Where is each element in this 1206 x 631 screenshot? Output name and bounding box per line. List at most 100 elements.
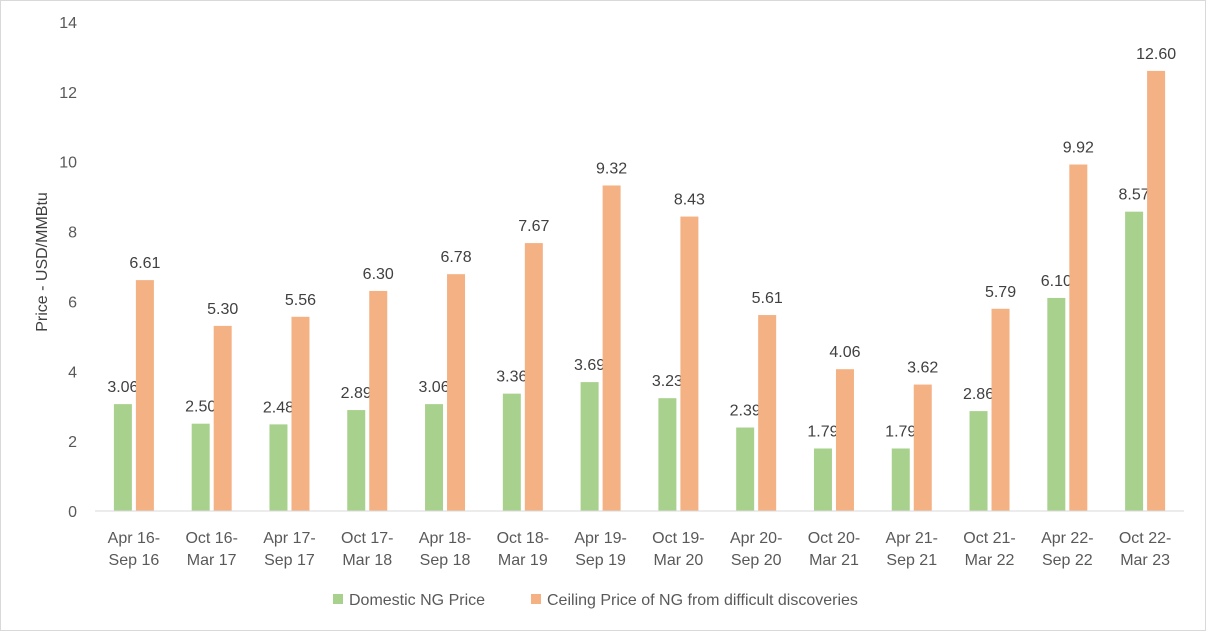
- bar-domestic-ng-price: [736, 427, 755, 511]
- data-label-ceiling: 7.67: [518, 218, 549, 235]
- bar-ceiling-price: [524, 243, 543, 512]
- bar-domestic-ng-price: [969, 411, 988, 511]
- y-tick-label: 4: [68, 364, 77, 381]
- data-label-domestic: 1.79: [807, 423, 838, 440]
- data-label-domestic: 2.39: [730, 403, 761, 420]
- x-tick-line: Mar 19: [498, 552, 548, 569]
- x-tick-label: Apr 21- Sep 21: [886, 530, 938, 569]
- data-label-domestic: 3.69: [574, 357, 605, 374]
- data-label-ceiling: 9.92: [1063, 140, 1094, 157]
- x-tick-line: Sep 20: [731, 552, 782, 569]
- data-label-ceiling: 5.79: [985, 284, 1016, 301]
- data-label-domestic: 2.48: [263, 399, 294, 416]
- x-tick-line: Sep 22: [1042, 552, 1093, 569]
- legend-swatch-domestic: [333, 594, 343, 604]
- x-tick-line: Oct 18-: [497, 530, 549, 547]
- x-tick-line: Oct 17-: [341, 530, 393, 547]
- data-label-domestic: 2.89: [341, 385, 372, 402]
- bar-ceiling-price: [369, 290, 388, 511]
- x-tick-line: Oct 19-: [652, 530, 704, 547]
- data-label-domestic: 2.50: [185, 399, 216, 416]
- data-label-domestic: 3.23: [652, 373, 683, 390]
- bar-ceiling-price: [135, 280, 154, 511]
- data-label-ceiling: 5.56: [285, 292, 316, 309]
- bar-domestic-ng-price: [425, 404, 444, 511]
- x-tick-line: Apr 21-: [886, 530, 938, 547]
- data-label-ceiling: 3.62: [907, 360, 938, 377]
- x-tick-line: Sep 21: [886, 552, 937, 569]
- x-tick-label: Apr 17- Sep 17: [263, 530, 315, 569]
- x-tick-line: Apr 16-: [108, 530, 160, 547]
- x-tick-label: Oct 20- Mar 21: [808, 530, 860, 569]
- x-tick-line: Apr 22-: [1041, 530, 1093, 547]
- x-tick-line: Apr 20-: [730, 530, 782, 547]
- x-tick-label: Oct 17- Mar 18: [341, 530, 393, 569]
- bar-ceiling-price: [1069, 164, 1088, 511]
- x-tick-line: Apr 18-: [419, 530, 471, 547]
- y-tick-label: 10: [59, 155, 77, 172]
- x-tick-line: Oct 22-: [1119, 530, 1171, 547]
- x-tick-line: Oct 20-: [808, 530, 860, 547]
- data-label-ceiling: 5.30: [207, 301, 238, 318]
- y-tick-label: 14: [59, 15, 77, 32]
- data-label-domestic: 3.36: [496, 369, 527, 386]
- x-tick-label: Oct 16- Mar 17: [185, 530, 237, 569]
- bar-ceiling-price: [758, 315, 777, 511]
- legend: Domestic NG Price Ceiling Price of NG fr…: [333, 592, 858, 609]
- data-label-domestic: 1.79: [885, 423, 916, 440]
- bar-ceiling-price: [213, 325, 232, 511]
- x-tick-line: Mar 18: [342, 552, 392, 569]
- data-label-ceiling: 6.61: [129, 255, 160, 272]
- x-tick-label: Apr 20- Sep 20: [730, 530, 782, 569]
- y-tick-label: 2: [68, 434, 77, 451]
- x-tick-label: Apr 19- Sep 19: [574, 530, 626, 569]
- x-tick-line: Mar 21: [809, 552, 859, 569]
- x-tick-line: Mar 23: [1120, 552, 1170, 569]
- data-label-domestic: 8.57: [1119, 187, 1150, 204]
- bar-domestic-ng-price: [347, 410, 366, 511]
- data-label-domestic: 6.10: [1041, 273, 1072, 290]
- data-label-domestic: 2.86: [963, 386, 994, 403]
- bar-domestic-ng-price: [191, 423, 210, 511]
- bar-ceiling-price: [835, 369, 854, 511]
- x-tick-label: Apr 16- Sep 16: [108, 530, 160, 569]
- x-tick-label: Oct 21- Mar 22: [963, 530, 1015, 569]
- bar-ceiling-price: [913, 384, 932, 511]
- legend-label-ceiling: Ceiling Price of NG from difficult disco…: [547, 592, 858, 609]
- x-tick-line: Oct 16-: [185, 530, 237, 547]
- data-label-ceiling: 6.78: [440, 249, 471, 266]
- legend-swatch-ceiling: [531, 594, 541, 604]
- data-label-ceiling: 5.61: [752, 290, 783, 307]
- y-tick-label: 12: [59, 85, 77, 102]
- bar-domestic-ng-price: [113, 404, 132, 511]
- bars-layer: 3.06 6.61 2.50 5.30 2.48 5.56 2.89 6.30 3.06 6.78…: [107, 46, 1176, 512]
- x-tick-label: Oct 18- Mar 19: [497, 530, 549, 569]
- y-tick-label: 6: [68, 294, 77, 311]
- data-label-domestic: 3.06: [107, 379, 138, 396]
- x-tick-label: Oct 19- Mar 20: [652, 530, 704, 569]
- bar-domestic-ng-price: [891, 448, 910, 511]
- bar-domestic-ng-price: [1125, 211, 1144, 511]
- bar-domestic-ng-price: [813, 448, 832, 511]
- data-label-ceiling: 12.60: [1136, 46, 1176, 63]
- y-tick-label: 0: [68, 504, 77, 521]
- y-axis-title: Price - USD/MMBtu: [34, 192, 51, 332]
- data-label-domestic: 3.06: [418, 379, 449, 396]
- bar-domestic-ng-price: [580, 382, 599, 511]
- x-tick-line: Mar 20: [653, 552, 703, 569]
- x-tick-label: Oct 22- Mar 23: [1119, 530, 1171, 569]
- y-tick-label: 8: [68, 225, 77, 242]
- bar-ceiling-price: [1147, 70, 1166, 512]
- bar-ceiling-price: [680, 216, 699, 512]
- data-label-ceiling: 4.06: [829, 344, 860, 361]
- x-tick-label: Apr 22- Sep 22: [1041, 530, 1093, 569]
- bar-domestic-ng-price: [1047, 297, 1066, 511]
- bar-domestic-ng-price: [658, 398, 677, 511]
- x-tick-line: Sep 19: [575, 552, 626, 569]
- x-tick-line: Mar 22: [965, 552, 1015, 569]
- x-tick-line: Oct 21-: [963, 530, 1015, 547]
- legend-label-domestic: Domestic NG Price: [349, 592, 485, 609]
- bar-ceiling-price: [447, 274, 466, 511]
- x-tick-line: Apr 17-: [263, 530, 315, 547]
